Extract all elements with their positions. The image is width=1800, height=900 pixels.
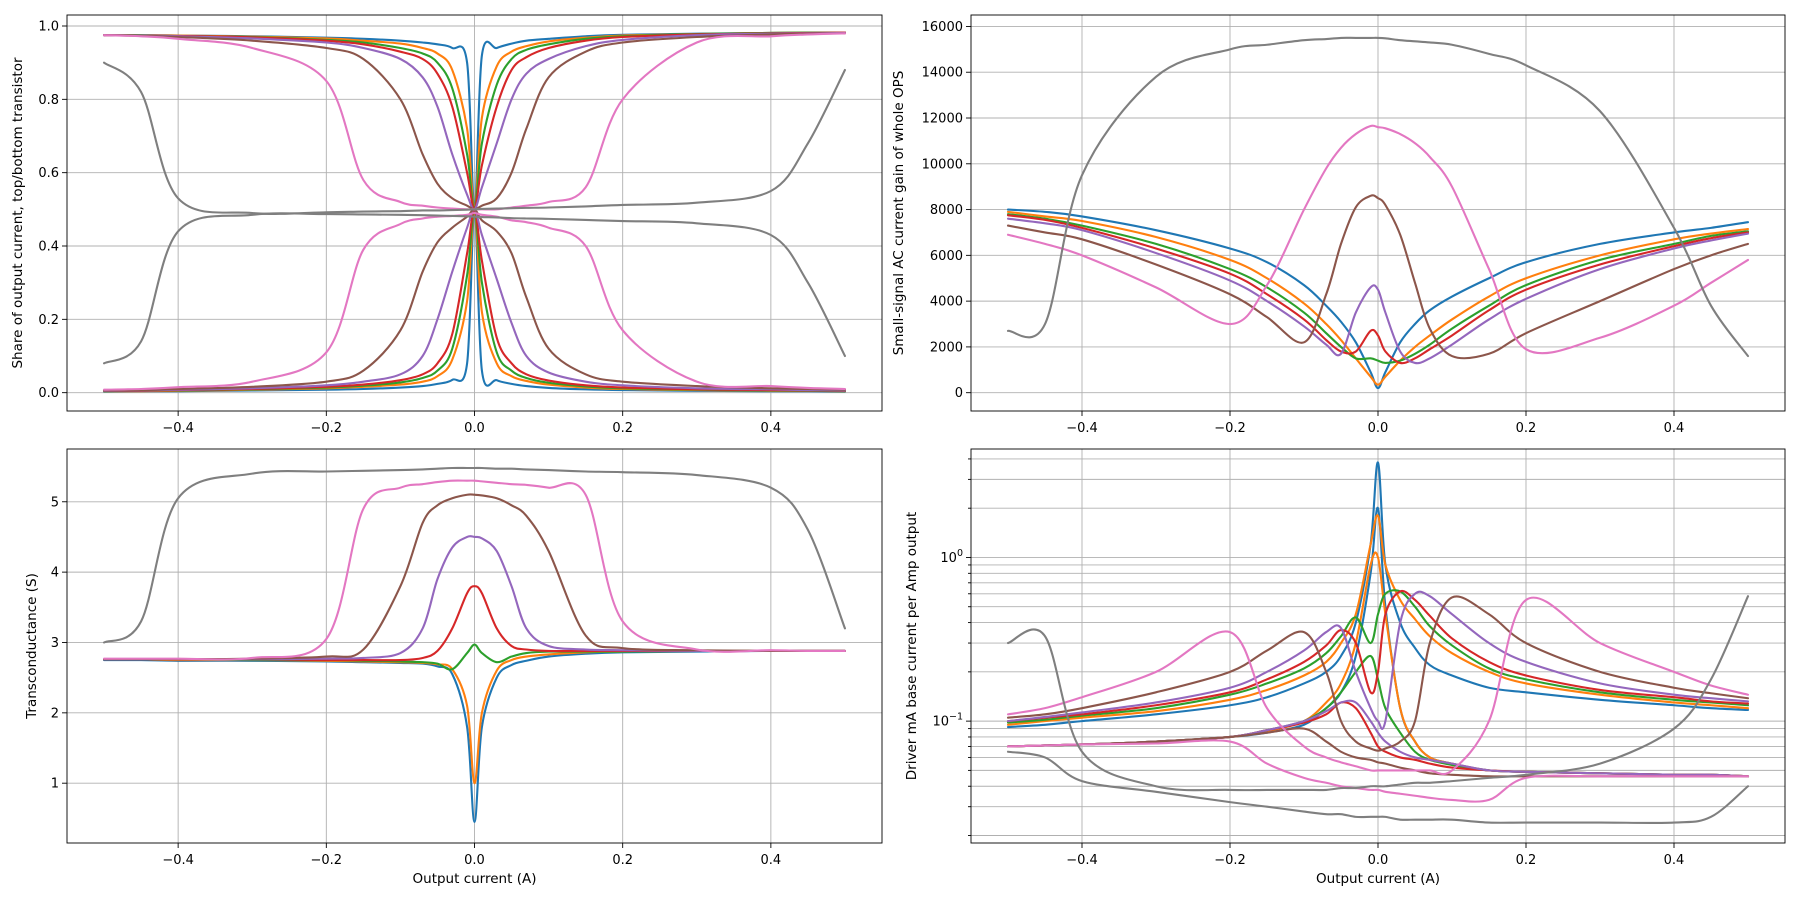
y-tick-base: 10 <box>932 715 949 730</box>
y-tick-label: 4000 <box>930 295 963 310</box>
x-tick-label: 0.2 <box>1516 853 1537 868</box>
y-tick-label: 3 <box>51 636 59 651</box>
x-tick-label: 0.4 <box>761 421 782 436</box>
chart-share: −0.4 −0.2 0.0 0.2 0.4 0.0 0.2 0.4 0.6 0.8 1.0 Share… <box>10 14 883 436</box>
x-tick-label: 0.4 <box>761 853 782 868</box>
y-tick-label: 0.0 <box>38 386 59 401</box>
y-tick-label: 2 <box>51 706 59 721</box>
series-line-2 <box>1006 213 1750 364</box>
series-line-0 <box>1006 208 1750 390</box>
series-line-10 <box>1006 595 1750 752</box>
chart-transconductance: −0.4 −0.2 0.0 0.2 0.4 1 2 3 4 5 Transconductance (… <box>24 448 883 887</box>
x-tick-label: 0.2 <box>612 853 633 868</box>
series-group <box>1006 461 1750 825</box>
series-line-7 <box>103 466 846 644</box>
series-line-8 <box>1006 590 1750 730</box>
y-tick-label: 14000 <box>922 66 963 81</box>
x-tick-label: −0.4 <box>1066 853 1098 868</box>
y-axis-label: Driver mA base current per Amp output <box>904 512 920 780</box>
grid <box>67 15 882 411</box>
y-tick-exponent: −1 <box>949 712 963 723</box>
y-tick-label: 1.0 <box>38 20 59 35</box>
x-tick-label: −0.4 <box>162 853 194 868</box>
y-tick-label: 6000 <box>930 249 963 264</box>
series-line-6 <box>1006 124 1750 355</box>
series-line-13 <box>103 211 846 391</box>
series-line-4 <box>1006 589 1750 724</box>
series-line-0 <box>1006 461 1750 729</box>
grid <box>971 449 1785 843</box>
chart-gain: −0.4 −0.2 0.0 0.2 0.4 0 2000 4000 6000 8000 10000 1… <box>891 14 1786 436</box>
series-line-6 <box>1006 589 1750 723</box>
series-line-15 <box>1006 750 1750 825</box>
y-tick-label: 16000 <box>922 20 963 35</box>
x-tick-label: −0.2 <box>311 853 343 868</box>
x-tick-label: 0.2 <box>612 421 633 436</box>
series-line-15 <box>103 212 846 365</box>
y-tick-label: 0 <box>955 386 963 401</box>
y-tick-label: 8000 <box>930 203 963 218</box>
x-tick-label: 0.2 <box>1516 421 1537 436</box>
x-tick-label: 0.0 <box>1368 421 1389 436</box>
y-tick-label: 4 <box>51 566 59 581</box>
y-tick-label: 0.4 <box>38 240 59 255</box>
series-line-4 <box>1006 217 1750 365</box>
series-line-14 <box>1006 595 1750 792</box>
y-axis-label: Small-signal AC current gain of whole OP… <box>891 71 907 356</box>
series-group <box>1006 36 1750 390</box>
x-tick-label: 0.4 <box>1664 853 1685 868</box>
series-line-6 <box>103 479 846 661</box>
series-line-1 <box>1006 210 1750 386</box>
y-tick-exponent: 0 <box>957 548 963 559</box>
y-axis-label: Share of output current, top/bottom tran… <box>10 57 26 368</box>
x-tick-label: 0.0 <box>1368 853 1389 868</box>
x-tick-label: −0.4 <box>162 421 194 436</box>
x-axis-label: Output current (A) <box>413 871 537 887</box>
y-tick-label: 2000 <box>930 340 963 355</box>
y-tick-label: 0.8 <box>38 93 59 108</box>
x-tick-label: 0.4 <box>1664 421 1685 436</box>
y-axis-label: Transconductance (S) <box>24 573 40 720</box>
series-group <box>103 466 846 823</box>
series-line-7 <box>1006 36 1750 358</box>
series-group <box>103 31 846 393</box>
series-line-5 <box>103 493 846 661</box>
grid <box>971 15 1785 411</box>
x-tick-label: −0.4 <box>1066 421 1098 436</box>
y-tick-base: 10 <box>940 551 957 566</box>
series-line-5 <box>1006 194 1750 360</box>
y-tick-label: 5 <box>51 495 59 510</box>
y-tick-label: 100 <box>940 548 963 566</box>
y-tick-label: 12000 <box>922 112 963 127</box>
x-tick-label: 0.0 <box>464 421 485 436</box>
y-tick-label: 10−1 <box>932 712 963 730</box>
y-tick-label: 10000 <box>922 157 963 172</box>
y-tick-label: 0.2 <box>38 313 59 328</box>
series-line-2 <box>1006 514 1750 726</box>
x-tick-label: −0.2 <box>1214 853 1246 868</box>
series-line-3 <box>1006 214 1750 365</box>
x-tick-label: 0.0 <box>464 853 485 868</box>
x-tick-label: −0.2 <box>1214 421 1246 436</box>
x-tick-label: −0.2 <box>311 421 343 436</box>
y-tick-label: 0.6 <box>38 166 59 181</box>
series-line-12 <box>1006 596 1750 776</box>
x-axis-label: Output current (A) <box>1316 871 1440 887</box>
series-line-13 <box>1006 739 1750 803</box>
y-tick-label: 1 <box>51 777 59 792</box>
